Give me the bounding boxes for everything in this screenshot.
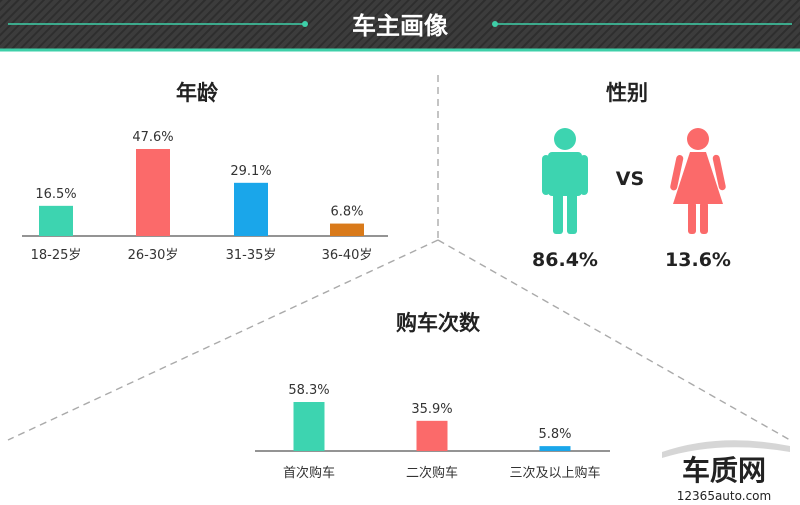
- age-bar-4: [330, 223, 364, 236]
- purchase-category-label-2: 二次购车: [406, 465, 458, 481]
- age-bar-1: [39, 205, 73, 236]
- purchase-chart: 58.3% 首次购车 35.9% 二次购车 5.8% 三次及以上购车: [255, 383, 610, 481]
- purchase-category-label-3: 三次及以上购车: [509, 465, 600, 481]
- gender-section-title: 性别: [606, 81, 648, 105]
- vs-label: VS: [616, 168, 644, 190]
- purchase-value-label-1: 58.3%: [288, 383, 329, 398]
- male-icon: [542, 128, 588, 234]
- divider-right-diagonal: [437, 239, 791, 441]
- purchase-value-label-2: 35.9%: [411, 402, 452, 417]
- header-title: 车主画像: [352, 12, 449, 40]
- watermark-logo: 车质网 12365auto.com: [662, 440, 790, 503]
- header-right-dot: [492, 21, 498, 27]
- age-bar-3: [234, 182, 268, 236]
- purchase-section-title: 购车次数: [396, 311, 481, 335]
- header-left-dot: [302, 21, 308, 27]
- header-band: [0, 0, 800, 50]
- age-category-label-4: 36-40岁: [322, 248, 373, 263]
- divider-left-diagonal: [7, 239, 439, 441]
- age-value-label-3: 29.1%: [230, 164, 271, 179]
- female-icon: [670, 128, 726, 234]
- age-category-label-1: 18-25岁: [31, 248, 82, 263]
- watermark-logo-text: 车质网: [682, 454, 766, 487]
- watermark-url: 12365auto.com: [677, 489, 771, 503]
- age-category-label-2: 26-30岁: [128, 248, 179, 263]
- section-dividers: [7, 75, 791, 441]
- purchase-bar-2: [416, 420, 448, 451]
- male-percent: 86.4%: [532, 249, 598, 271]
- age-bar-2: [136, 149, 170, 236]
- age-value-label-4: 6.8%: [330, 205, 363, 220]
- age-section-title: 年龄: [176, 81, 219, 105]
- age-chart: 16.5% 18-25岁 47.6% 26-30岁 29.1% 31-35岁 6.8% 36-…: [22, 130, 388, 263]
- age-value-label-2: 47.6%: [132, 130, 173, 145]
- purchase-bar-1: [293, 402, 325, 451]
- age-value-label-1: 16.5%: [35, 187, 76, 202]
- female-percent: 13.6%: [665, 249, 731, 271]
- purchase-category-label-1: 首次购车: [283, 465, 335, 481]
- age-category-label-3: 31-35岁: [226, 248, 277, 263]
- purchase-bar-3: [539, 446, 571, 451]
- purchase-value-label-3: 5.8%: [538, 427, 571, 442]
